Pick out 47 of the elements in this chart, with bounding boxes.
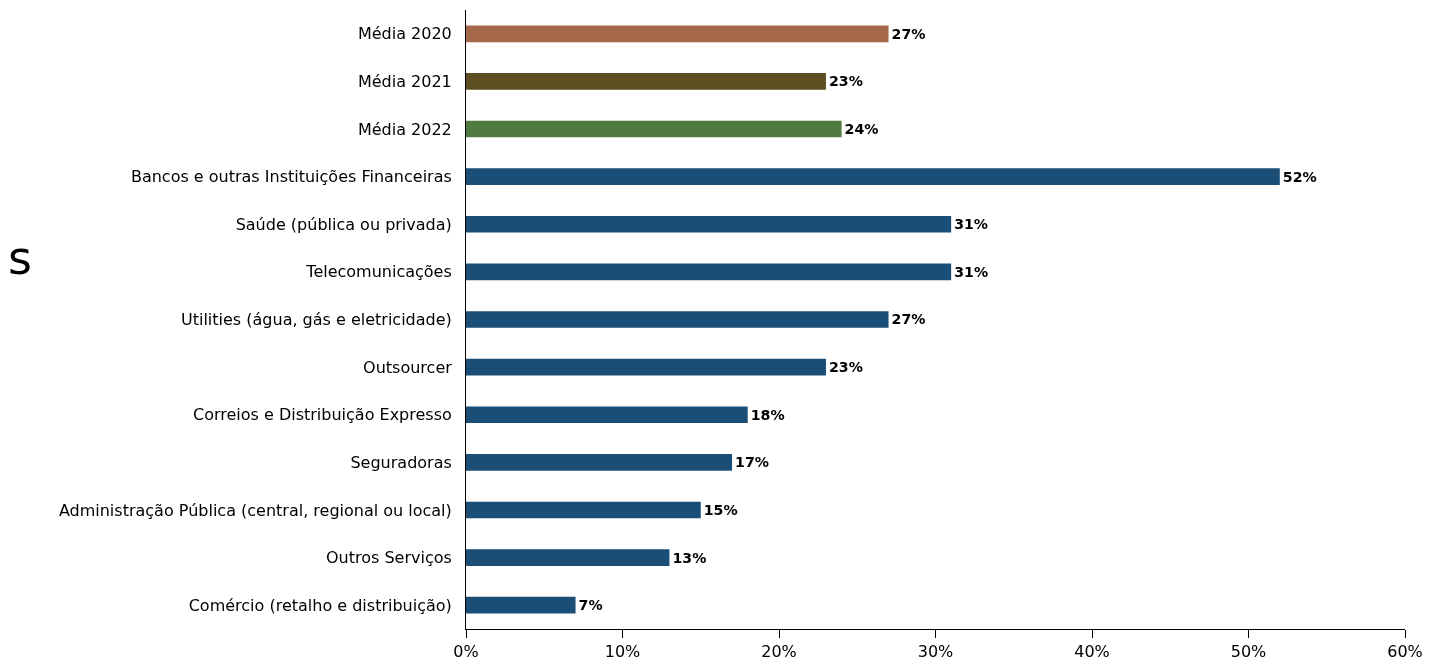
- data-label: 7%: [578, 597, 603, 614]
- bar: [466, 168, 1280, 185]
- x-tick-label: 10%: [604, 642, 641, 662]
- bar: [466, 25, 889, 43]
- data-label: 17%: [735, 454, 769, 471]
- bar: [466, 120, 842, 138]
- x-tick-label: 60%: [1387, 642, 1423, 662]
- bar: [466, 311, 889, 328]
- data-label: 23%: [828, 359, 863, 376]
- y-tick-label: Média 2022: [357, 119, 452, 139]
- data-label: 23%: [828, 73, 863, 90]
- x-tick-label: 0%: [453, 642, 479, 662]
- data-label: 15%: [703, 501, 738, 518]
- bar: [466, 215, 952, 233]
- bar: [466, 406, 748, 424]
- y-tick-label: Comércio (retalho e distribuição): [188, 595, 452, 615]
- bar: [466, 549, 670, 566]
- data-label: 18%: [750, 406, 785, 423]
- bar: [466, 263, 952, 281]
- bar: [466, 596, 576, 614]
- text: s: [8, 231, 32, 285]
- y-tick-label: Média 2021: [357, 72, 452, 92]
- bar: [466, 73, 826, 90]
- bar: [466, 358, 826, 376]
- bar: [466, 501, 701, 519]
- data-label: 24%: [844, 121, 879, 138]
- x-tick-label: 20%: [761, 642, 797, 662]
- y-tick-label: Outsourcer: [363, 357, 453, 377]
- y-tick-label: Administração Pública (central, regional ou local): [58, 500, 452, 520]
- data-label: 52%: [1282, 168, 1317, 185]
- data-label: 13%: [672, 549, 707, 566]
- x-tick-label: 40%: [1074, 642, 1110, 662]
- data-label: 27%: [891, 25, 926, 42]
- y-tick-label: Outros Serviços: [325, 548, 452, 568]
- y-tick-label: Bancos e outras Instituições Financeiras: [130, 167, 452, 187]
- y-tick-label: Média 2020: [357, 24, 452, 44]
- bar: [466, 454, 733, 471]
- y-tick-label: Seguradoras: [350, 452, 452, 472]
- y-tick-label: Telecomunicações: [305, 262, 452, 282]
- y-tick-label: Correios e Distribuição Expresso: [193, 405, 452, 425]
- x-tick-label: 30%: [917, 642, 954, 662]
- y-tick-label: Utilities (água, gás e eletricidade): [180, 310, 452, 330]
- data-label: 31%: [954, 263, 989, 280]
- y-tick-label: Saúde (pública ou privada): [235, 214, 452, 234]
- x-tick-label: 50%: [1230, 642, 1267, 662]
- data-label: 27%: [891, 311, 926, 328]
- data-label: 31%: [954, 216, 989, 233]
